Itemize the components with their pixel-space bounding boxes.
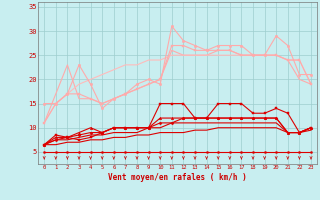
X-axis label: Vent moyen/en rafales ( km/h ): Vent moyen/en rafales ( km/h ) bbox=[108, 173, 247, 182]
